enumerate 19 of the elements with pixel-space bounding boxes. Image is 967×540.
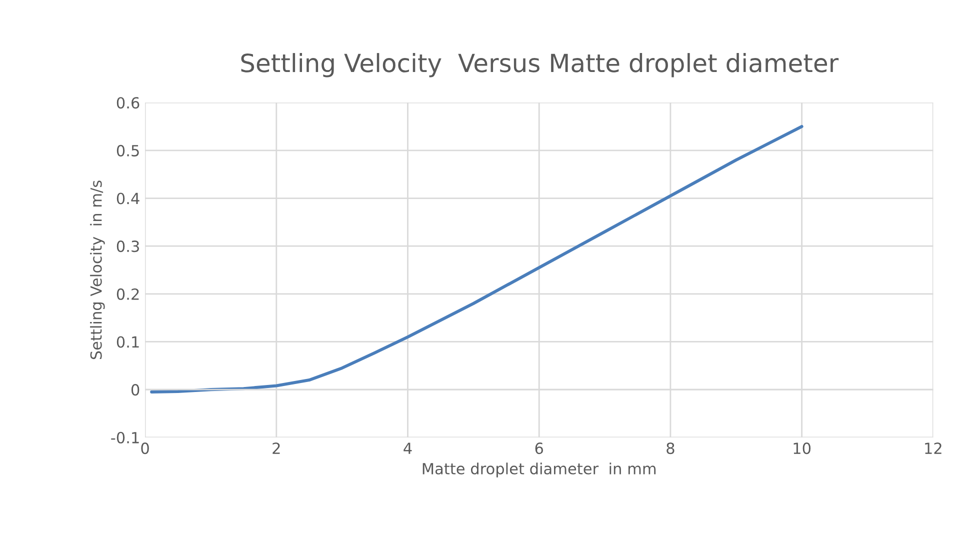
x-tick-label: 12: [925, 442, 942, 454]
y-tick-label: 0.4: [116, 192, 140, 204]
x-tick-label: 10: [794, 442, 811, 454]
y-tick-label: 0.6: [116, 97, 140, 109]
y-tick-label: 0.3: [116, 240, 139, 252]
y-tick-label: 0.2: [116, 288, 139, 300]
x-tick-label: 6: [535, 442, 543, 454]
y-tick-label: 0: [131, 384, 140, 396]
x-tick-label: 4: [404, 442, 412, 454]
y-axis-title: Settling Velocity in m/s: [90, 180, 105, 360]
x-axis-title: Matte droplet diameter in mm: [422, 462, 656, 478]
chart-title: Settling Velocity Versus Matte droplet diameter: [241, 53, 839, 78]
line-series: [150, 124, 804, 394]
x-tick-label: 0: [141, 442, 149, 454]
y-tick-label: -0.1: [111, 432, 139, 444]
x-tick-label: 8: [666, 442, 674, 454]
y-tick-label: 0.5: [116, 144, 139, 156]
y-tick-label: 0.1: [116, 336, 139, 348]
x-tick-label: 2: [272, 442, 280, 454]
